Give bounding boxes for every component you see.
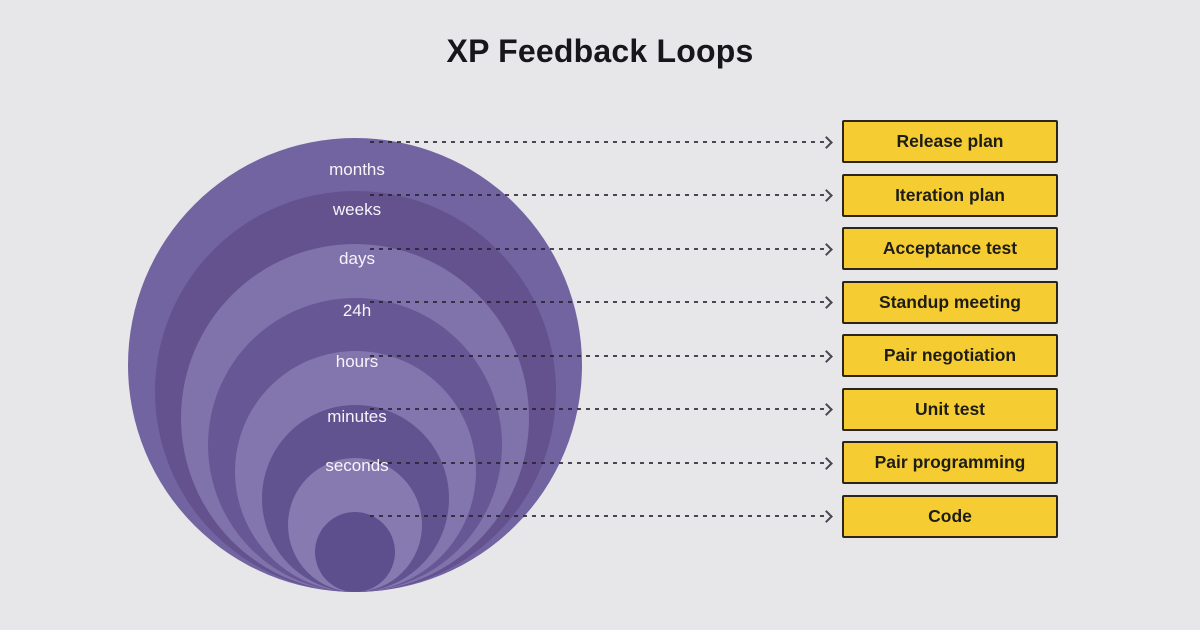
arrowhead-icon: [820, 349, 833, 363]
dashed-line: [370, 247, 824, 250]
arrow-months-to-release-plan: [370, 135, 833, 149]
loop-label-days: days: [339, 249, 375, 268]
page-title: XP Feedback Loops: [446, 33, 754, 69]
loop-label-hours: hours: [335, 352, 379, 371]
arrow-code-to-code: [370, 510, 833, 523]
arrowhead-icon: [820, 403, 833, 416]
arrowhead-icon: [820, 510, 833, 523]
dashed-line: [370, 408, 824, 410]
box-acceptance-test: Acceptance test: [842, 227, 1058, 270]
loop-label-weeks: weeks: [332, 200, 382, 219]
dashed-line: [370, 301, 824, 303]
loop-label-seconds: seconds: [325, 456, 389, 475]
loop-circle-code: [315, 512, 395, 592]
arrow-24h-to-standup-meeting: [370, 296, 833, 309]
arrowhead-icon: [820, 135, 833, 149]
arrow-minutes-to-unit-test: [370, 403, 833, 416]
dashed-line: [370, 140, 824, 143]
arrow-days-to-acceptance-test: [370, 242, 833, 256]
box-standup-meeting: Standup meeting: [842, 280, 1058, 324]
loop-label-months: months: [329, 160, 385, 179]
dashed-line: [370, 354, 824, 357]
dashed-line: [370, 461, 824, 464]
arrow-hours-to-pair-negotiation: [370, 349, 833, 363]
box-unit-test: Unit test: [842, 387, 1058, 431]
arrowhead-icon: [820, 242, 833, 256]
box-iteration-plan: Iteration plan: [842, 173, 1058, 217]
arrow-weeks-to-iteration-plan: [370, 189, 833, 202]
arrowhead-icon: [820, 189, 833, 202]
arrowhead-icon: [820, 296, 833, 309]
box-pair-negotiation: Pair negotiation: [842, 334, 1058, 377]
loop-label-minutes: minutes: [327, 407, 387, 426]
box-release-plan: Release plan: [842, 120, 1058, 163]
dashed-line: [370, 194, 824, 196]
box-pair-programming: Pair programming: [842, 441, 1058, 484]
dashed-line: [370, 515, 824, 517]
loop-label-24h: 24h: [342, 301, 372, 320]
arrowhead-icon: [820, 456, 833, 470]
box-code: Code: [842, 494, 1058, 538]
arrow-seconds-to-pair-programming: [370, 456, 833, 470]
